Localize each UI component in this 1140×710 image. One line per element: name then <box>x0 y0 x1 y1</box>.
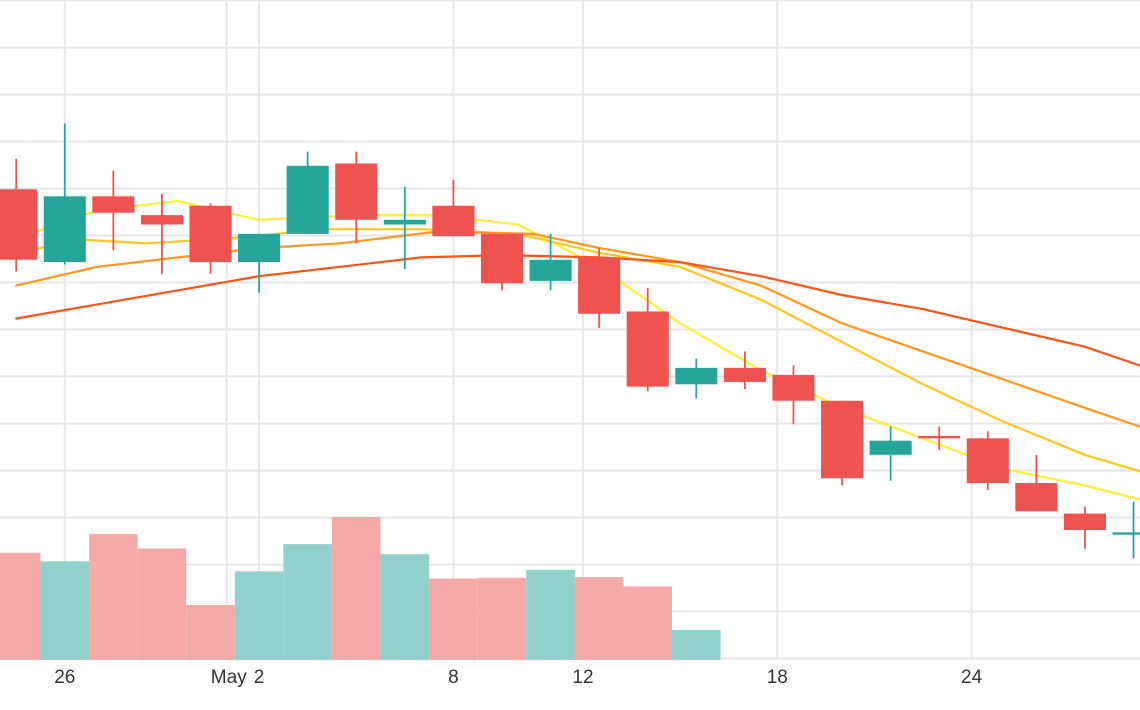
volume-bar <box>137 548 187 660</box>
candle <box>675 358 718 399</box>
candle-body <box>0 189 38 260</box>
candle-body <box>966 438 1009 483</box>
candle <box>432 179 475 237</box>
candle <box>918 426 961 451</box>
candle <box>43 123 86 265</box>
candle <box>578 248 621 328</box>
volume-bar <box>331 517 381 660</box>
volume-bar <box>89 534 138 660</box>
candle-body <box>626 311 669 387</box>
candle <box>238 233 281 293</box>
candle <box>820 400 864 486</box>
candle-body <box>578 257 621 314</box>
candle-body <box>820 400 864 479</box>
candle-body <box>480 233 524 284</box>
x-tick-label: 12 <box>572 667 593 688</box>
candle <box>189 203 232 274</box>
candle <box>140 193 183 274</box>
volume-bar <box>623 586 673 660</box>
candle-body <box>723 367 766 382</box>
candle <box>335 151 378 244</box>
x-tick-label: 24 <box>961 667 983 688</box>
x-tick-label: 8 <box>448 667 459 688</box>
candle <box>92 170 135 251</box>
volume-bar <box>477 577 527 660</box>
candle-body <box>772 374 815 401</box>
candle-body <box>286 165 329 234</box>
x-tick-label: 26 <box>54 667 75 688</box>
volume-bar <box>526 569 575 660</box>
candle-body <box>43 196 86 263</box>
x-tick-label: 18 <box>767 667 788 688</box>
candle <box>966 431 1009 491</box>
x-tick-label: May <box>211 667 247 688</box>
volume-bar <box>40 561 90 660</box>
candle <box>626 287 669 392</box>
candle-body <box>1112 532 1140 535</box>
candle-body <box>918 436 961 439</box>
volume-bars <box>0 517 721 660</box>
candle <box>1112 501 1140 559</box>
volume-bar <box>380 554 430 660</box>
volume-bar <box>186 604 235 660</box>
volume-bar <box>672 629 721 660</box>
candle <box>1015 454 1058 512</box>
candle-body <box>140 215 183 225</box>
candle <box>383 186 426 270</box>
candle-body <box>383 219 426 225</box>
candle <box>480 233 524 291</box>
candle-body <box>238 233 281 263</box>
candle <box>723 351 766 389</box>
candle-body <box>1015 483 1058 512</box>
candle <box>869 426 912 481</box>
candle <box>0 158 38 272</box>
candle <box>772 365 815 425</box>
x-tick-label: 2 <box>254 667 265 688</box>
price-candles <box>0 123 1140 559</box>
volume-bar <box>429 578 478 660</box>
volume-bar <box>574 577 624 660</box>
volume-bar <box>234 571 284 660</box>
volume-bar <box>0 552 41 660</box>
candle <box>529 233 572 291</box>
candle-body <box>675 367 718 385</box>
candle <box>1063 506 1106 549</box>
volume-bar <box>283 544 332 660</box>
candle-body <box>1063 513 1106 530</box>
candle <box>286 151 329 234</box>
candle-body <box>869 440 912 455</box>
candle-body <box>92 196 135 213</box>
candle-body <box>432 205 475 237</box>
x-axis-tick-labels: 26 May 2 8 12 18 24 <box>54 667 982 688</box>
candle-body <box>335 163 378 220</box>
candle-body <box>529 259 572 281</box>
candle-body <box>189 205 232 263</box>
